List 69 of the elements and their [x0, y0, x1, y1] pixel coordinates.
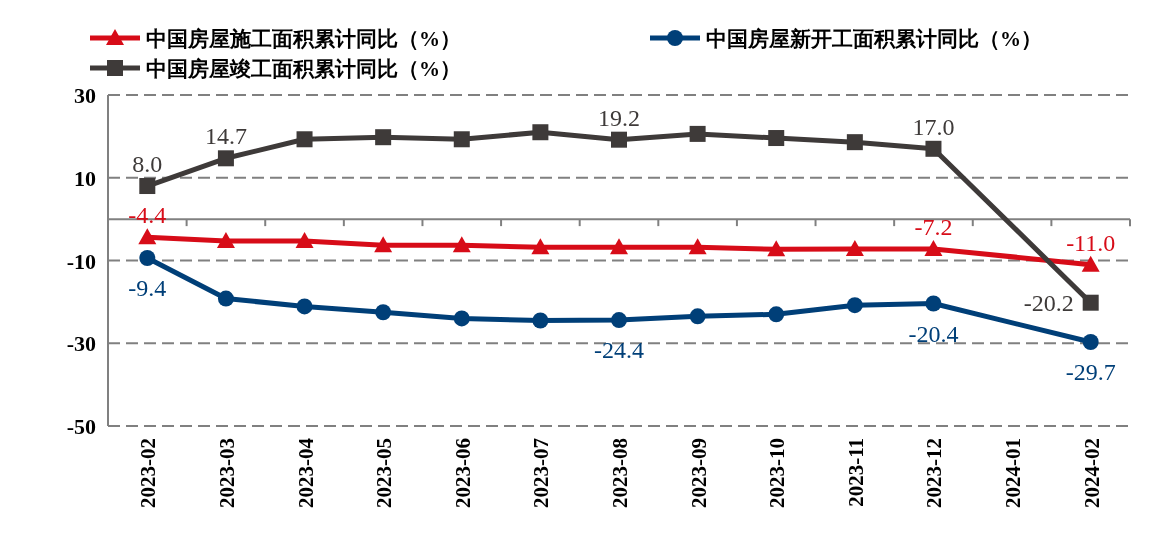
point [924, 239, 943, 256]
point [845, 239, 864, 256]
x-tick-label: 2023-02 [136, 438, 161, 508]
x-tick-label: 2023-04 [293, 437, 318, 508]
data-label: -4.4 [128, 202, 167, 229]
legend-label: 中国房屋施工面积累计同比（%） [146, 27, 461, 51]
legend-label: 中国房屋新开工面积累计同比（%） [706, 27, 1042, 51]
data-label: -11.0 [1066, 229, 1116, 256]
y-tick-label: 10 [74, 165, 96, 191]
point [139, 178, 156, 195]
point [688, 238, 707, 255]
point [296, 131, 313, 148]
legend-label: 中国房屋竣工面积累计同比（%） [146, 57, 461, 81]
x-tick-label: 2023-12 [922, 438, 947, 508]
data-label: 8.0 [132, 151, 163, 178]
data-label: -20.2 [1023, 289, 1074, 316]
point [375, 129, 392, 146]
y-tick-label: -10 [66, 248, 96, 274]
point [374, 236, 393, 253]
data-label: 17.0 [912, 113, 955, 140]
x-tick-label: 2023-11 [843, 438, 868, 507]
point [296, 298, 313, 315]
x-tick-label: 2024-02 [1079, 438, 1104, 508]
x-tick-label: 2023-10 [765, 438, 790, 508]
point [689, 308, 706, 325]
point [611, 131, 627, 148]
point [767, 240, 786, 257]
data-label: 19.2 [598, 104, 640, 131]
x-tick-label: 2024-01 [1001, 438, 1026, 508]
data-label: -24.4 [594, 337, 644, 364]
point [1081, 255, 1100, 272]
point [138, 228, 157, 245]
point [1082, 334, 1099, 351]
point [453, 310, 470, 327]
point [139, 250, 156, 267]
point [453, 131, 470, 148]
point [532, 312, 549, 329]
point [217, 290, 234, 307]
x-tick-label: 2023-07 [529, 438, 554, 508]
point [375, 304, 392, 321]
y-tick-label: -30 [66, 331, 96, 357]
y-tick-label: -50 [66, 414, 96, 439]
point [768, 130, 785, 147]
point [925, 295, 942, 312]
point [531, 238, 550, 255]
point [532, 124, 549, 141]
point [768, 306, 785, 323]
point [452, 236, 471, 253]
point [846, 297, 863, 314]
point [610, 238, 628, 255]
data-label: 14.7 [204, 123, 247, 150]
y-tick-label: 30 [74, 83, 96, 108]
data-label: -20.4 [908, 320, 959, 347]
data-label: -29.7 [1065, 359, 1116, 386]
data-label: -7.2 [914, 213, 953, 240]
x-tick-label: 2023-09 [686, 438, 711, 508]
point [925, 140, 942, 157]
point [1082, 294, 1099, 311]
x-tick-label: 2023-05 [372, 438, 397, 508]
x-tick-label: 2023-06 [450, 438, 475, 508]
point [217, 150, 234, 167]
point [216, 232, 235, 249]
x-tick-label: 2023-08 [608, 438, 632, 508]
point [689, 125, 706, 142]
point [611, 312, 627, 329]
point [846, 134, 863, 151]
x-tick-label: 2023-03 [214, 438, 239, 508]
point [295, 232, 314, 249]
data-label: -9.4 [128, 275, 167, 302]
